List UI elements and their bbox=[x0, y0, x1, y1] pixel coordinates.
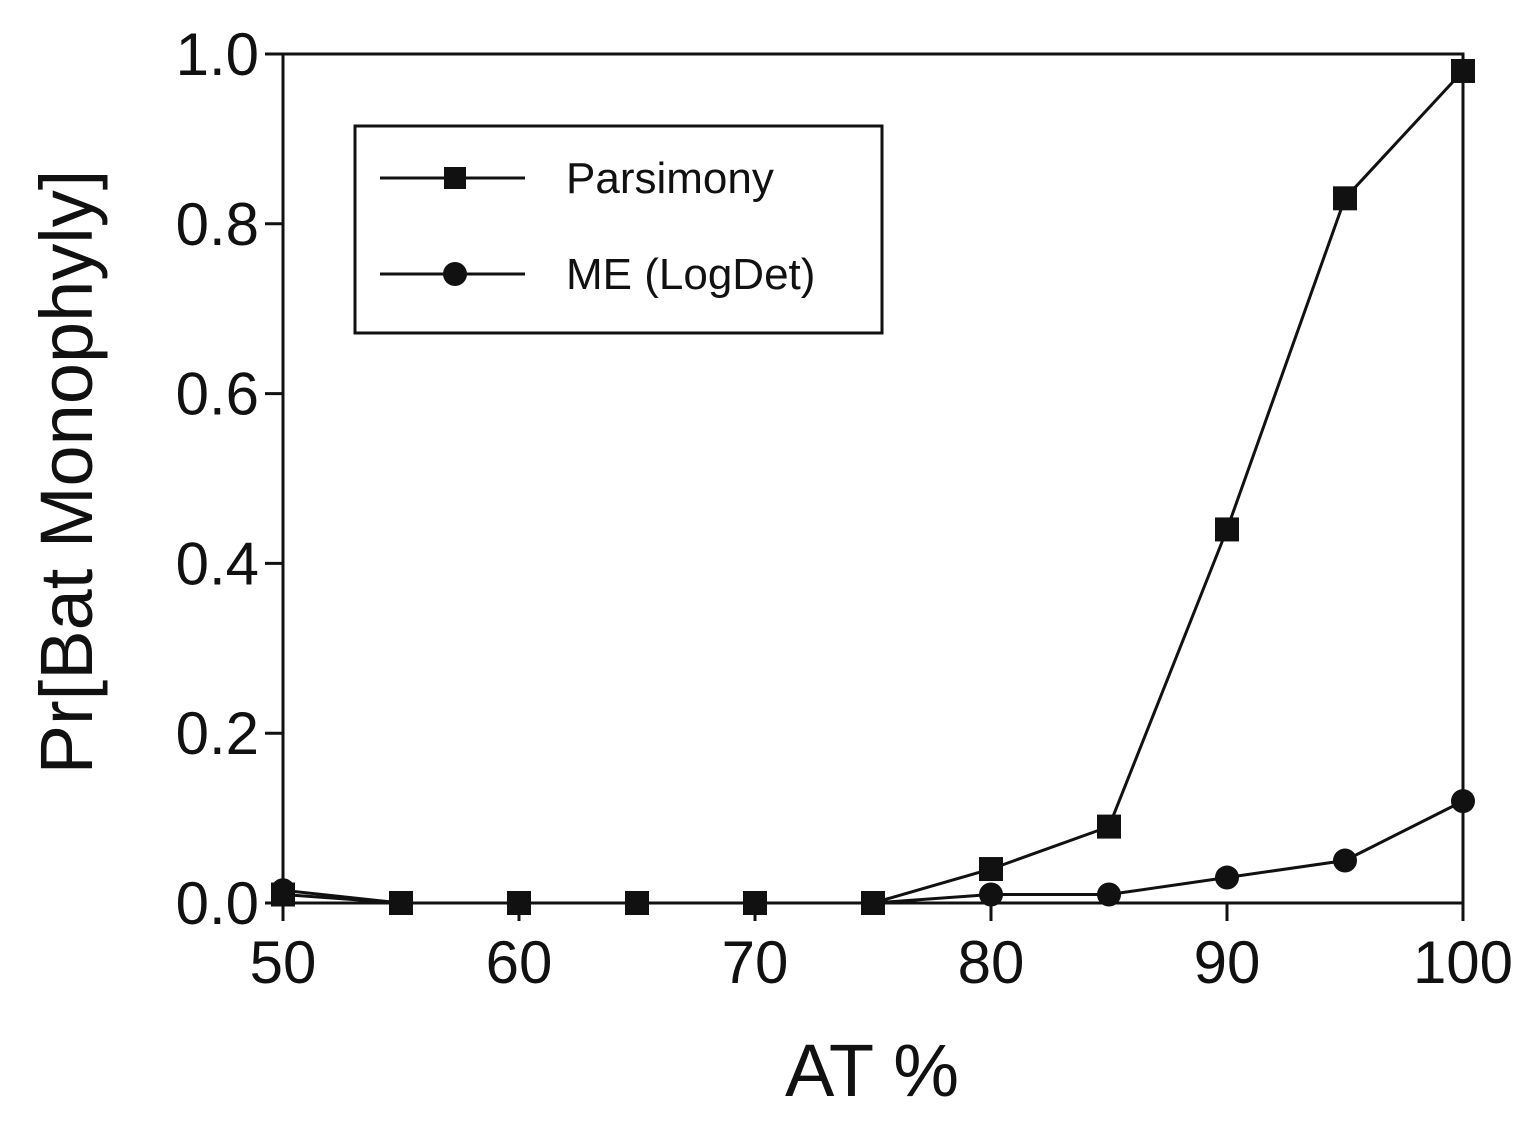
point-parsimony bbox=[1451, 58, 1475, 83]
legend-box bbox=[353, 124, 884, 335]
y-tick-label: 1.0 bbox=[176, 21, 259, 88]
legend-marker-parsimony bbox=[444, 167, 466, 189]
point-me-logdet bbox=[1451, 789, 1475, 814]
point-me-logdet bbox=[979, 882, 1003, 907]
point-me-logdet bbox=[625, 891, 649, 915]
x-tick-label: 80 bbox=[958, 929, 1025, 996]
x-tick-label: 70 bbox=[722, 929, 789, 996]
point-parsimony bbox=[1097, 814, 1121, 839]
point-me-logdet bbox=[1215, 865, 1239, 890]
y-axis-title: Pr[Bat Monophyly] bbox=[25, 170, 108, 775]
y-tick-label: 0.8 bbox=[176, 191, 259, 258]
legend-label-parsimony: Parsimony bbox=[566, 154, 774, 203]
x-axis-title: AT % bbox=[785, 1029, 959, 1112]
point-me-logdet bbox=[1097, 882, 1121, 907]
x-tick-label: 50 bbox=[250, 929, 317, 996]
y-tick-label: 0.0 bbox=[176, 870, 259, 937]
x-tick-label: 90 bbox=[1194, 929, 1261, 996]
point-me-logdet bbox=[1333, 848, 1357, 873]
point-me-logdet bbox=[743, 891, 767, 915]
point-me-logdet bbox=[507, 891, 531, 915]
x-tick-label: 60 bbox=[486, 929, 553, 996]
legend-label-me-logdet: ME (LogDet) bbox=[566, 250, 815, 299]
point-me-logdet bbox=[861, 891, 885, 915]
x-axis: 50 60 70 80 90 100 bbox=[250, 903, 1513, 996]
y-tick-label: 0.4 bbox=[176, 530, 259, 597]
y-tick-label: 0.6 bbox=[176, 361, 259, 428]
legend-marker-me-logdet bbox=[443, 262, 467, 286]
point-parsimony bbox=[979, 857, 1003, 882]
point-me-logdet bbox=[389, 891, 413, 915]
y-tick-label: 0.2 bbox=[176, 700, 259, 767]
x-tick-label: 100 bbox=[1413, 929, 1513, 996]
point-me-logdet bbox=[271, 878, 295, 903]
point-parsimony bbox=[1215, 517, 1239, 542]
legend: Parsimony ME (LogDet) bbox=[353, 124, 884, 335]
y-axis: 0.0 0.2 0.4 0.6 0.8 1.0 bbox=[176, 21, 283, 937]
point-parsimony bbox=[1333, 186, 1357, 211]
series-layer bbox=[271, 58, 1475, 915]
series-line-me-logdet bbox=[282, 799, 1464, 905]
